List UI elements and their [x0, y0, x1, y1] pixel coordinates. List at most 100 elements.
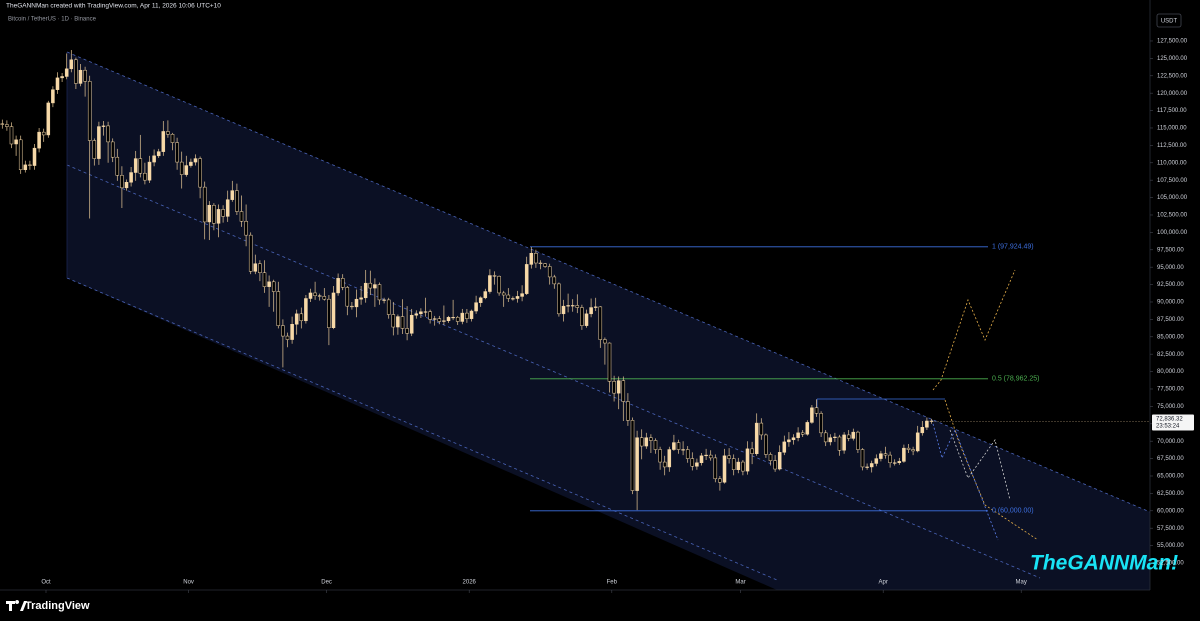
candle-body	[166, 131, 170, 135]
y-tick-label: 85,000.00	[1157, 334, 1184, 340]
y-tick-label: 102,500.00	[1157, 213, 1188, 219]
y-tick-label: 67,500.00	[1157, 456, 1184, 462]
candle-body	[902, 447, 906, 462]
candle-body	[667, 449, 672, 468]
candle-body	[593, 306, 598, 308]
candle-body	[405, 328, 409, 334]
currency[interactable]: USDT	[1161, 19, 1178, 25]
y-tick-label: 62,500.00	[1157, 491, 1184, 497]
candle-body	[856, 431, 860, 450]
candle-body	[147, 161, 152, 181]
candle-body	[253, 263, 258, 272]
symbol: Bitcoin / TetherUS · 1D · Binance	[8, 17, 97, 23]
channel-top	[66, 51, 1151, 513]
y-tick-label: 82,500.00	[1157, 352, 1184, 358]
candle-body	[750, 448, 754, 454]
candle-body	[722, 455, 727, 483]
y-tick-label: 115,000.00	[1157, 126, 1187, 132]
x-tick-label: May	[1016, 580, 1027, 586]
candle-body	[911, 449, 915, 452]
candle-body	[193, 158, 198, 163]
candle-body	[143, 172, 147, 181]
candle-body	[354, 298, 359, 308]
y-tick-label: 75,000.00	[1157, 404, 1184, 410]
candle-body	[672, 442, 676, 450]
candle-body	[161, 131, 166, 152]
candle-body	[304, 298, 308, 322]
candle-body	[446, 317, 451, 322]
candle-body	[391, 314, 396, 328]
y-tick-label: 80,000.00	[1157, 369, 1184, 375]
candle-body	[64, 68, 69, 77]
candle-body	[833, 436, 837, 438]
y-tick-label: 120,000.00	[1157, 91, 1188, 97]
candle-body	[925, 420, 929, 428]
candle-body	[432, 318, 437, 320]
candle-body	[106, 125, 110, 143]
y-tick-label: 95,000.00	[1157, 265, 1184, 271]
y-tick-label: 127,500.00	[1157, 39, 1188, 45]
candle-body	[359, 297, 363, 300]
y-tick-label: 100,000.00	[1157, 230, 1188, 236]
candle-body	[759, 422, 764, 436]
candle-body	[469, 310, 474, 319]
candle-body	[690, 458, 695, 467]
candle-body	[179, 161, 184, 175]
x-tick-label: Mar	[735, 580, 745, 586]
candle-body	[129, 172, 133, 183]
candle-body	[299, 313, 304, 322]
candle-body	[87, 81, 92, 141]
candle-body	[621, 380, 626, 402]
candle-body	[276, 291, 281, 326]
candle-body	[685, 449, 690, 459]
candle-body	[225, 199, 230, 217]
candle-body	[511, 298, 515, 300]
candle-body	[731, 458, 736, 470]
candle-body	[322, 296, 327, 300]
candle-body	[860, 449, 865, 468]
candle-body	[409, 314, 414, 334]
fib-label: 1 (97,924.49)	[992, 244, 1034, 251]
y-tick-label: 125,000.00	[1157, 56, 1188, 62]
y-tick-label: 112,500.00	[1157, 143, 1187, 149]
candle-body	[501, 292, 506, 296]
candle-body	[644, 437, 649, 447]
candle-body	[607, 342, 612, 382]
candle-body	[727, 455, 731, 459]
candle-body	[699, 455, 704, 464]
candle-body	[97, 126, 101, 159]
candle-body	[524, 264, 529, 294]
candle-body	[14, 139, 18, 145]
candle-body	[423, 311, 428, 313]
currency-button[interactable]	[1156, 13, 1182, 28]
candle-body	[676, 442, 681, 450]
candle-body	[248, 234, 253, 272]
candle-body	[345, 287, 350, 307]
candle-body	[124, 182, 129, 189]
footer	[0, 590, 1200, 621]
candle-body	[230, 190, 235, 200]
x-tick-label: Oct	[41, 580, 51, 586]
candle-body	[235, 190, 239, 212]
candle-body	[175, 142, 179, 163]
watermark: TheGANNMan!	[1030, 552, 1178, 575]
candle-body	[492, 275, 497, 277]
candle-body	[681, 449, 685, 451]
candle-body	[819, 413, 823, 434]
candle-body	[156, 151, 161, 157]
candle-body	[0, 123, 5, 125]
candle-body	[138, 158, 143, 174]
candle-body	[18, 139, 23, 170]
candle-body	[184, 165, 189, 175]
candle-body	[589, 307, 593, 315]
candle-body	[704, 454, 708, 457]
y-tick-label: 105,000.00	[1157, 195, 1188, 201]
fib-label: 0 (60,000.00)	[992, 508, 1034, 515]
candle-body	[483, 291, 488, 299]
candle-body	[888, 454, 892, 464]
candle-body	[649, 437, 653, 441]
x-tick-label: Dec	[321, 580, 332, 586]
candle-body	[152, 155, 156, 163]
candle-body	[865, 466, 869, 468]
candle-body	[777, 452, 782, 470]
